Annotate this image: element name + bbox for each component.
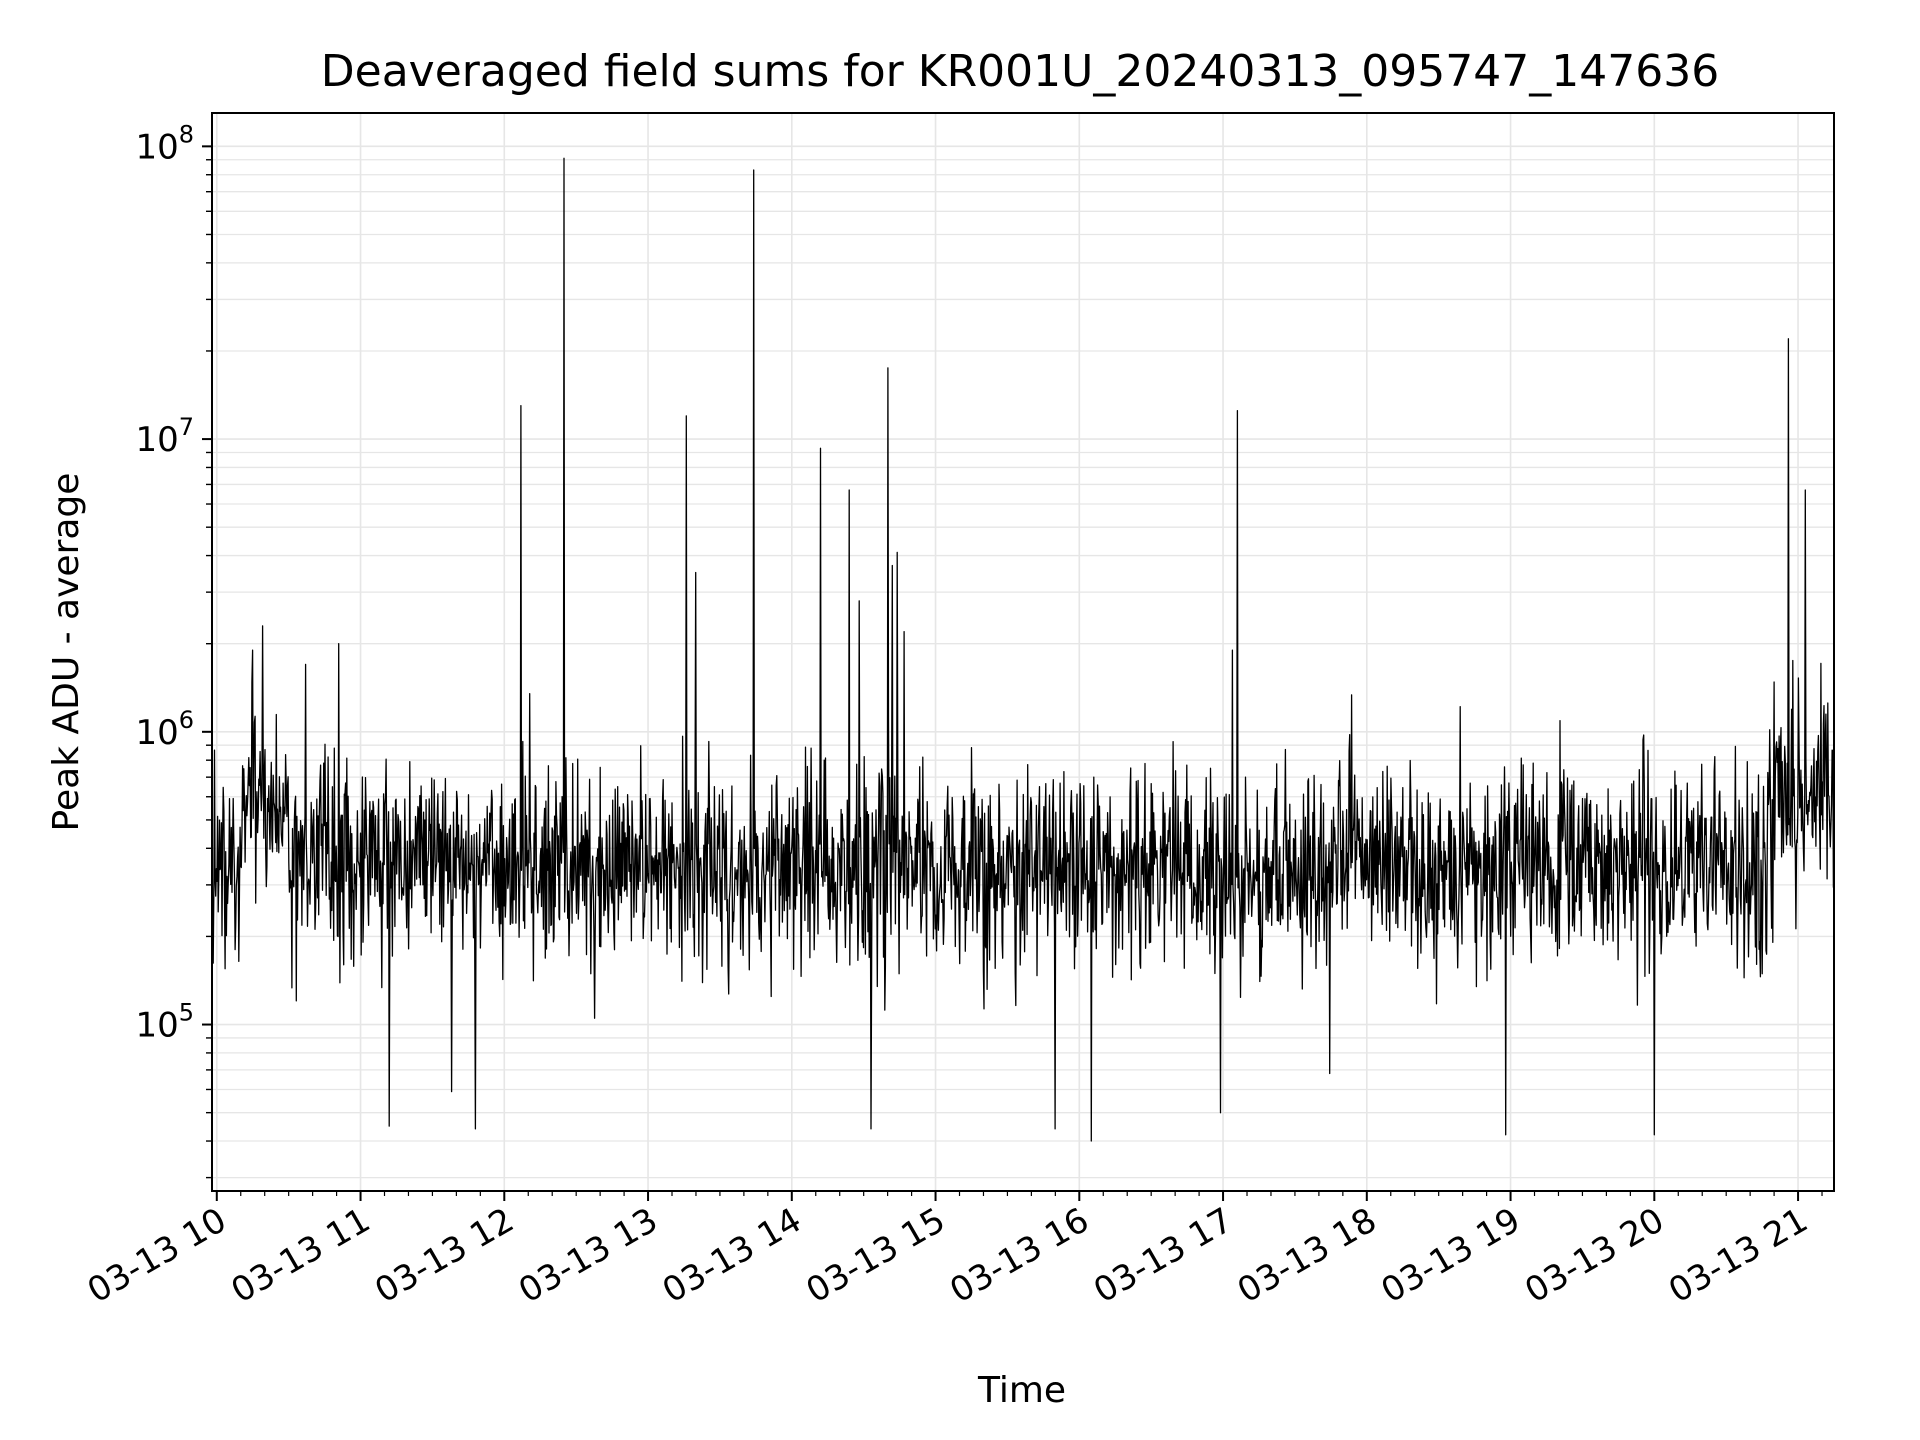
y-axis-label: Peak ADU - average	[46, 473, 87, 832]
y-tick-label: 108	[135, 120, 194, 167]
x-axis-label: Time	[977, 1370, 1066, 1411]
plot-frame	[211, 112, 1835, 1192]
y-tick-label: 106	[135, 706, 194, 753]
y-tick-label: 105	[135, 999, 194, 1046]
data-series	[211, 157, 1835, 1142]
y-axis: 105 106 107 108	[135, 120, 212, 1179]
y-tick-label: 107	[135, 413, 194, 460]
chart-title: Deaveraged field sums for KR001U_2024031…	[321, 46, 1719, 97]
series-line	[211, 157, 1835, 1142]
